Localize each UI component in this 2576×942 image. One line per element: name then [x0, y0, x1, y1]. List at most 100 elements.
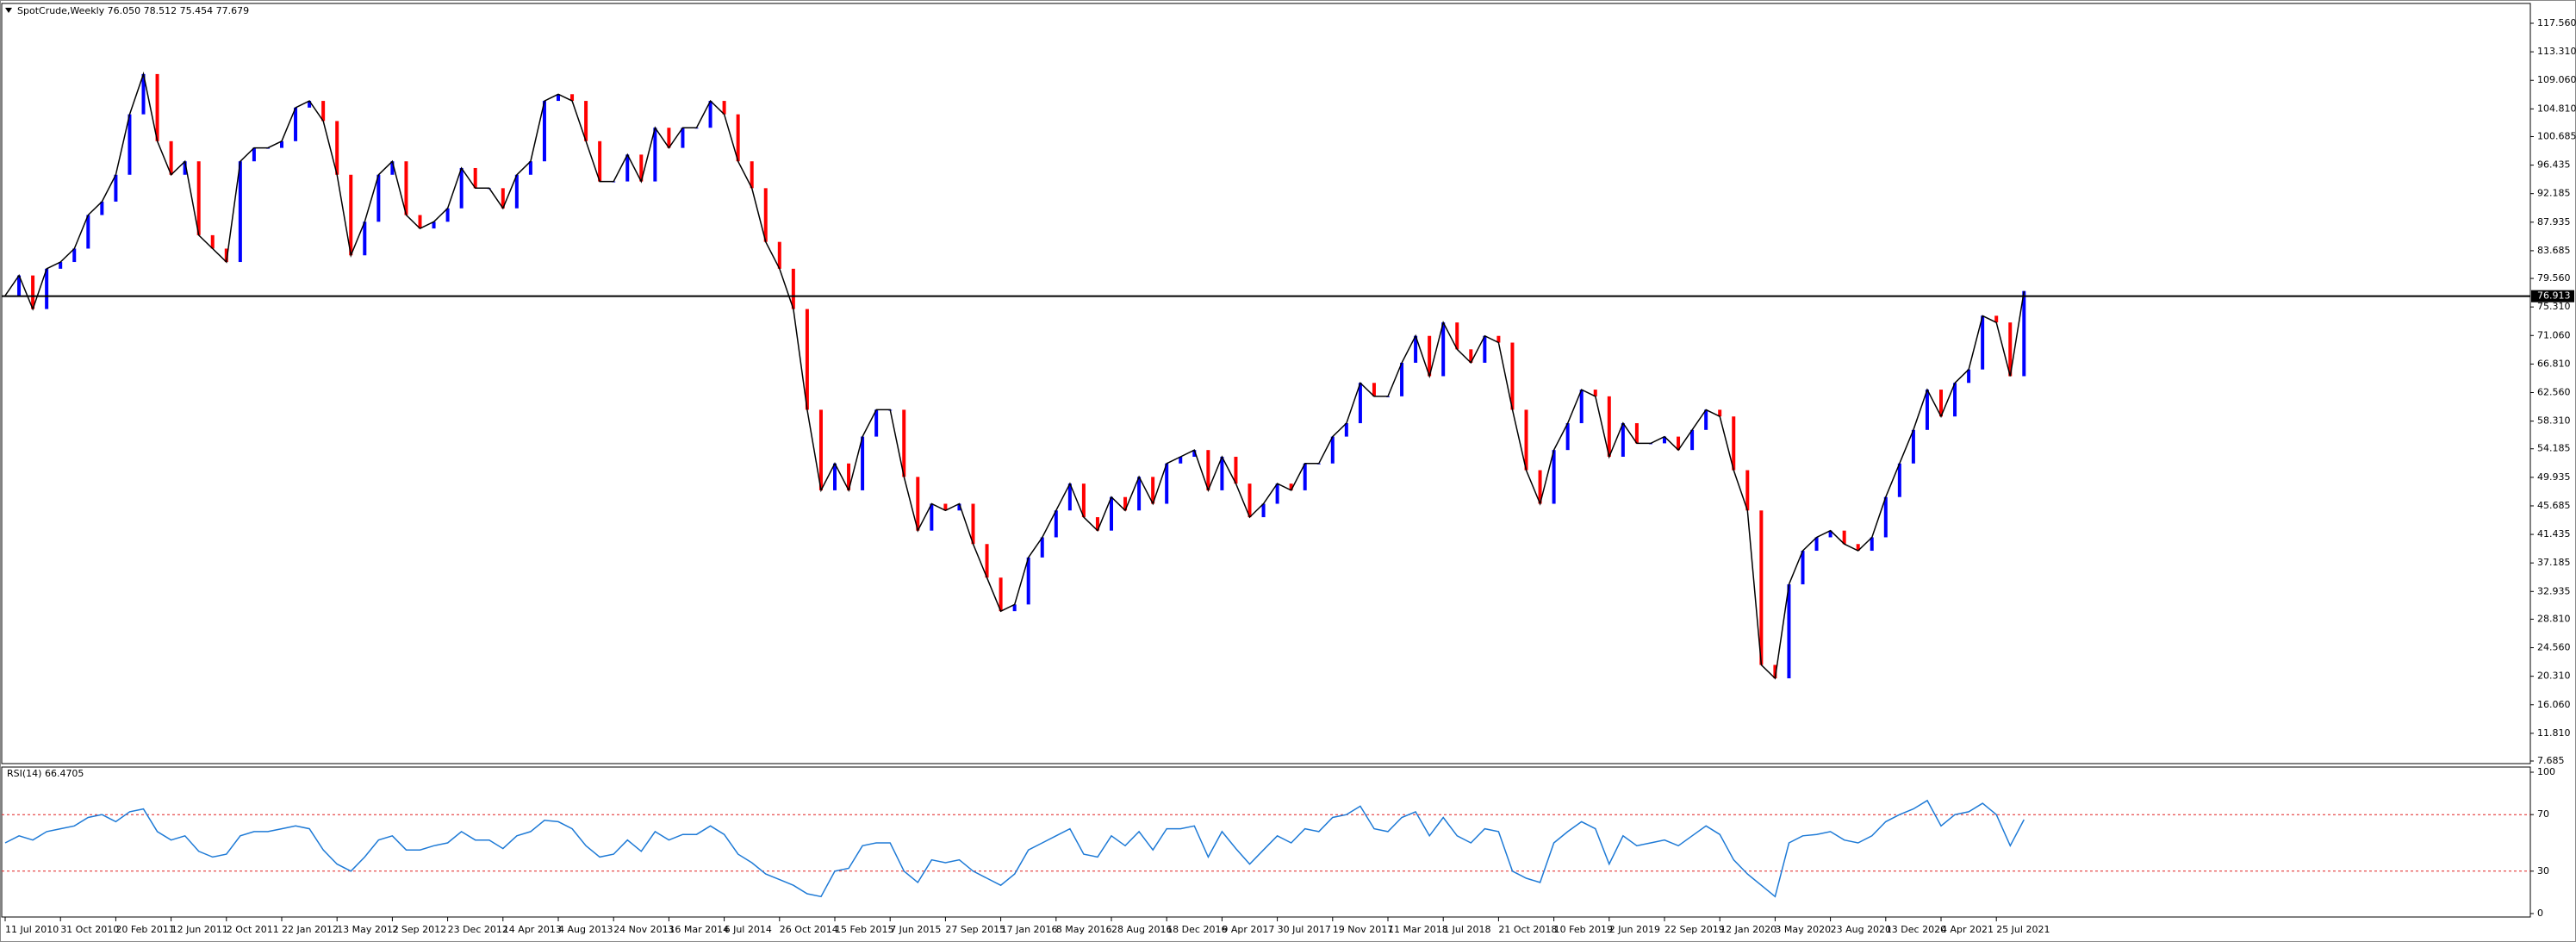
price-bar [542, 101, 546, 162]
price-bar [722, 101, 726, 115]
y-tick-label: 54.185 [2537, 443, 2571, 454]
price-bar [667, 128, 671, 148]
price-bar [196, 161, 201, 235]
price-bar [1455, 322, 1459, 350]
price-bar [404, 161, 408, 215]
price-bar [308, 101, 312, 108]
y-tick-label: 100.685 [2537, 130, 2576, 141]
y-tick-label: 49.935 [2537, 471, 2571, 483]
price-bar [1234, 456, 1238, 484]
price-bar [1081, 483, 1086, 518]
price-bar [1220, 456, 1224, 490]
y-tick-label: 20.310 [2537, 671, 2571, 682]
price-bar [763, 188, 768, 242]
price-bar [777, 241, 781, 269]
price-bar [598, 140, 602, 182]
x-tick-label: 7 Jun 2015 [890, 924, 941, 935]
price-bar [985, 544, 989, 578]
price-bar [736, 114, 740, 162]
price-bar [1206, 450, 1210, 490]
y-tick-label: 16.060 [2537, 699, 2571, 710]
x-tick-label: 4 Aug 2013 [558, 924, 613, 935]
price-bar [1095, 517, 1099, 531]
price-bar [1261, 503, 1266, 518]
x-tick-label: 11 Jul 2010 [5, 924, 59, 935]
price-bar [1012, 604, 1017, 612]
price-bar [1745, 470, 1750, 511]
price-bar [1690, 429, 1695, 451]
price-bar [1939, 390, 1943, 417]
y-tick-label: 71.060 [2537, 329, 2571, 340]
x-tick-label: 26 Oct 2014 [780, 924, 838, 935]
price-bar [1552, 450, 1556, 504]
x-tick-label: 6 Jul 2014 [725, 924, 772, 935]
price-bar [1428, 335, 1432, 377]
price-bar [1067, 483, 1072, 511]
price-bar [17, 275, 22, 296]
y-tick-label: 28.810 [2537, 613, 2571, 624]
price-bar [100, 201, 104, 215]
price-bar [750, 161, 754, 189]
price-bar [943, 503, 948, 511]
y-tick-label: 45.685 [2537, 500, 2571, 511]
price-bar [1524, 409, 1528, 471]
price-bar [625, 154, 630, 182]
price-bar [1828, 530, 1832, 538]
price-bar [1165, 463, 1169, 504]
y-tick-label: 96.435 [2537, 159, 2571, 171]
main-panel [1, 3, 2531, 764]
y-tick-label: 32.935 [2537, 585, 2571, 596]
y-tick-label: 70 [2537, 808, 2549, 820]
price-bar [1732, 416, 1736, 471]
x-tick-label: 13 Dec 2020 [1886, 924, 1946, 935]
y-tick-label: 75.310 [2537, 301, 2571, 312]
price-bar [169, 140, 173, 175]
price-bar [1677, 436, 1681, 451]
price-bar [45, 268, 49, 309]
price-bar [280, 140, 283, 148]
x-tick-label: 23 Aug 2020 [1831, 924, 1891, 935]
price-bar [1801, 551, 1805, 584]
x-tick-label: 23 Dec 2012 [448, 924, 508, 935]
hline-label-box [2531, 290, 2574, 303]
price-bar [1303, 463, 1307, 490]
menu-triangle[interactable] [5, 8, 12, 13]
x-tick-label: 17 Jan 2016 [1001, 924, 1058, 935]
price-bar [791, 268, 795, 309]
y-tick-label: 113.310 [2537, 46, 2576, 57]
price-bar [1510, 342, 1515, 410]
price-bar [1981, 315, 1985, 370]
y-tick-label: 104.810 [2537, 103, 2576, 114]
price-bar [874, 409, 879, 437]
price-bar [1856, 544, 1860, 552]
x-tick-label: 13 May 2012 [337, 924, 399, 935]
y-tick-label: 30 [2537, 865, 2549, 876]
price-bar [930, 503, 934, 531]
price-bar [349, 174, 353, 256]
x-tick-label: 25 Jul 2021 [1996, 924, 2050, 935]
rsi-line [4, 799, 2025, 898]
y-tick-label: 37.185 [2537, 557, 2571, 568]
price-bar [1787, 583, 1791, 679]
y-tick-label: 109.060 [2537, 74, 2576, 85]
price-bar [1441, 322, 1446, 377]
price-bar [1137, 477, 1142, 511]
x-tick-label: 11 Mar 2018 [1388, 924, 1448, 935]
y-tick-label: 87.935 [2537, 216, 2571, 228]
price-bar [1483, 335, 1487, 363]
price-bar [805, 309, 809, 410]
price-bar [1634, 423, 1639, 444]
price-bar [1123, 496, 1128, 511]
price-bar [335, 121, 339, 175]
price-bar [1248, 483, 1252, 518]
price-bar [459, 167, 464, 209]
price-bar [1469, 349, 1473, 363]
y-tick-label: 100 [2537, 766, 2555, 777]
price-bar [1883, 496, 1888, 538]
main-title: SpotCrude,Weekly 76.050 78.512 75.454 77… [17, 5, 249, 16]
price-bar [584, 101, 588, 141]
price-bar [653, 128, 657, 182]
x-tick-label: 14 Apr 2013 [503, 924, 562, 935]
x-tick-label: 2 Sep 2012 [392, 924, 446, 935]
